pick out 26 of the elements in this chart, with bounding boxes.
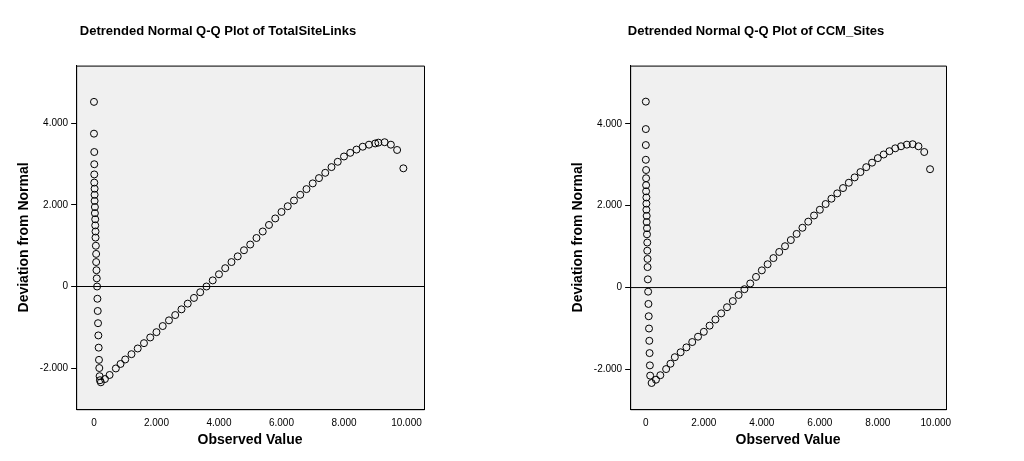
- x-tick-label: 6.000: [268, 416, 295, 428]
- chart-title: Detrended Normal Q-Q Plot of CCM_Sites: [627, 23, 885, 39]
- chart-title: Detrended Normal Q-Q Plot of TotalSiteLinks: [79, 23, 357, 39]
- x-tick-label: 6.000: [807, 416, 833, 428]
- x-tick-label: 2.000: [143, 416, 170, 428]
- x-tick-label: 4.000: [206, 416, 232, 428]
- y-tick-label: 2.000: [597, 199, 623, 211]
- y-tick-label: 4.000: [43, 117, 69, 129]
- x-tick-label: 0: [91, 416, 98, 428]
- x-tick-label: 10.000: [920, 416, 952, 428]
- y-tick-label: 0: [62, 280, 69, 292]
- y-tick-label: 4.000: [597, 117, 623, 129]
- x-axis-title: Observed Value: [197, 431, 303, 448]
- y-tick-label: 2.000: [43, 198, 69, 210]
- x-tick-label: 4.000: [749, 416, 775, 428]
- x-axis-title: Observed Value: [735, 431, 841, 448]
- y-tick-label: -2.000: [593, 363, 623, 375]
- x-tick-label: 0: [643, 416, 650, 428]
- x-tick-label: 2.000: [691, 416, 717, 428]
- y-tick-label: -2.000: [39, 361, 69, 373]
- x-tick-label: 8.000: [331, 416, 357, 428]
- y-axis-title: Deviation from Normal: [569, 162, 586, 313]
- x-tick-label: 8.000: [865, 416, 891, 428]
- y-axis-title: Deviation from Normal: [15, 162, 32, 313]
- x-tick-label: 10.000: [391, 416, 423, 428]
- y-tick-label: 0: [616, 281, 623, 293]
